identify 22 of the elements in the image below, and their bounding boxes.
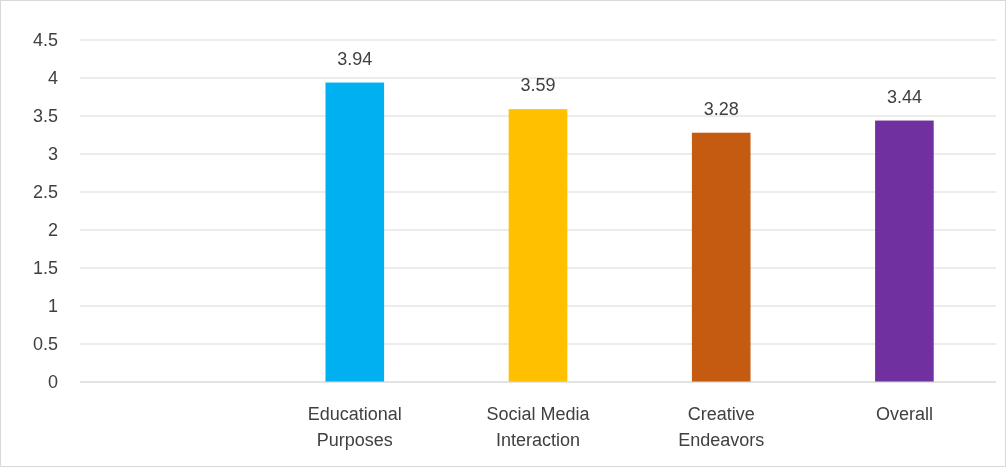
x-tick-label: Social Media Interaction [486,404,591,450]
x-tick-label: Educational Purposes [307,404,402,450]
y-tick-label: 3.5 [32,106,58,127]
y-tick-label: 0 [47,372,58,393]
data-label: 3.44 [886,86,922,107]
y-tick-label: 2.5 [32,182,58,203]
bar [691,132,751,382]
y-tick-label: 4.5 [32,30,58,51]
bar [508,109,568,382]
y-tick-label: 1 [47,296,58,317]
y-tick-label: 4 [47,68,58,89]
data-label: 3.28 [703,98,739,119]
x-tick-label: Overall [875,404,933,424]
data-label: 3.94 [337,48,373,69]
y-tick-label: 2 [47,220,58,241]
data-label: 3.59 [520,75,556,96]
y-tick-label: 1.5 [32,258,58,279]
x-tick-label: Creative Endeavors [678,404,765,450]
y-tick-label: 0.5 [32,334,58,355]
y-tick-label: 3 [47,144,58,165]
bar [875,120,934,382]
bar [325,82,385,382]
